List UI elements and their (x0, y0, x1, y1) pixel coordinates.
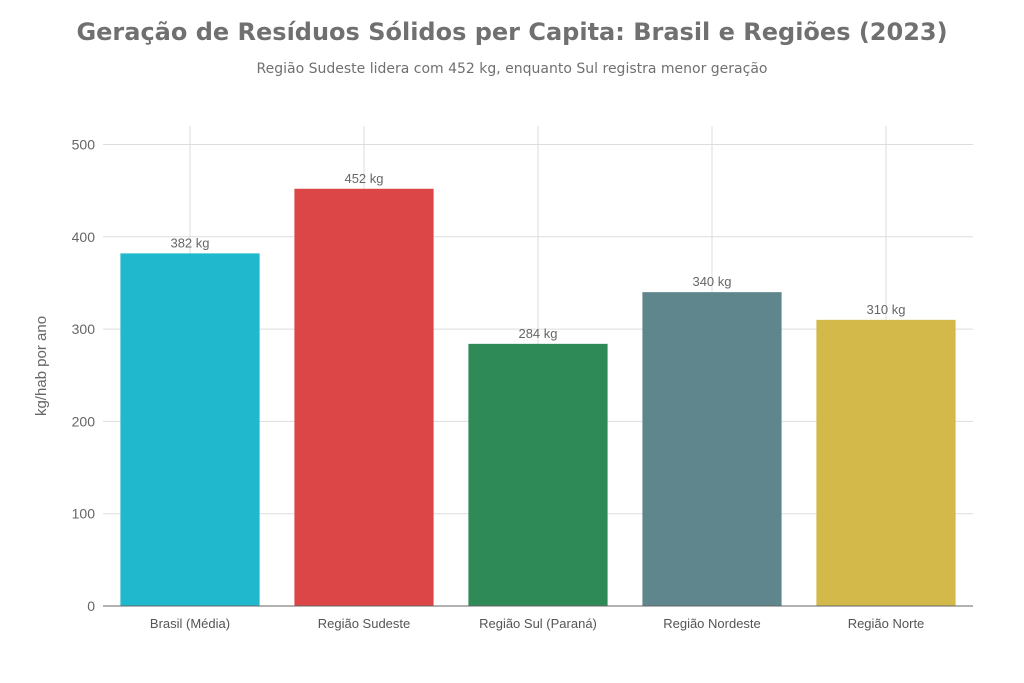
bar (120, 253, 260, 606)
y-axis-title: kg/hab por ano (33, 316, 50, 416)
x-tick-label: Região Nordeste (663, 616, 761, 631)
y-tick-label: 200 (72, 413, 96, 429)
x-tick-label: Região Norte (848, 616, 925, 631)
data-label: 340 kg (692, 274, 731, 289)
bar (294, 188, 434, 606)
x-tick-label: Região Sul (Paraná) (479, 616, 597, 631)
data-label: 284 kg (518, 326, 557, 341)
y-tick-label: 400 (72, 229, 96, 245)
x-tick-label: Região Sudeste (318, 616, 411, 631)
chart-subtitle: Região Sudeste lidera com 452 kg, enquan… (256, 61, 768, 77)
chart-title: Geração de Resíduos Sólidos per Capita: … (76, 18, 948, 46)
data-label: 382 kg (170, 235, 209, 250)
bars (120, 188, 956, 606)
bar (816, 319, 956, 606)
data-labels: 382 kg 452 kg 284 kg 340 kg 310 kg (170, 171, 905, 341)
y-tick-label: 0 (87, 598, 95, 614)
y-axis: 0 100 200 300 400 500 (72, 136, 96, 614)
bar (642, 292, 782, 606)
x-axis: Brasil (Média) Região Sudeste Região Sul (… (150, 616, 924, 631)
data-label: 452 kg (344, 171, 383, 186)
y-tick-label: 300 (72, 321, 96, 337)
y-tick-label: 100 (72, 506, 96, 522)
data-label: 310 kg (866, 302, 905, 317)
y-tick-label: 500 (72, 136, 96, 152)
x-tick-label: Brasil (Média) (150, 616, 230, 631)
bar (468, 343, 608, 606)
